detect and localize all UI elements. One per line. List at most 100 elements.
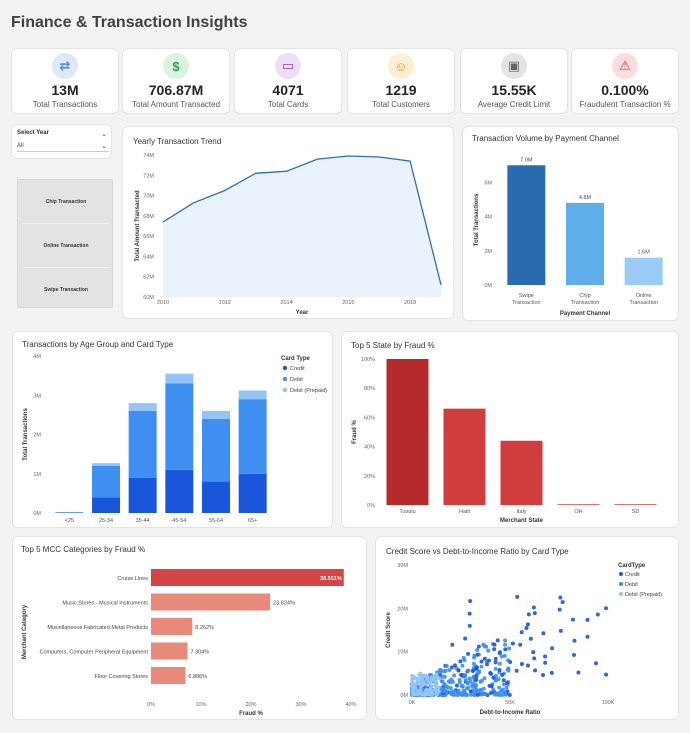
y-tick-label: 74M: [143, 153, 154, 159]
stacked-bar-segment: [202, 418, 230, 482]
payment-channel-button[interactable]: Online Transaction: [22, 224, 110, 268]
scatter-point: [474, 677, 479, 682]
scatter-point: [429, 675, 434, 680]
scatter-point: [410, 689, 415, 693]
x-tick-label: 100K: [602, 700, 615, 706]
scatter-point: [459, 672, 464, 677]
card-icon: ▭: [275, 53, 301, 79]
x-axis-label: Year: [296, 310, 309, 316]
scatter-point: [501, 678, 506, 683]
payment-channel-button[interactable]: Swipe Transaction: [44, 287, 88, 293]
scatter-point: [463, 677, 468, 682]
scatter-point: [460, 663, 465, 668]
scatter-point: [442, 674, 447, 679]
scatter-point: [420, 692, 425, 696]
bar: [500, 440, 543, 505]
scatter-point: [434, 672, 439, 677]
x-tick-label: 2018: [404, 300, 416, 306]
scatter-point: [429, 684, 434, 688]
scatter-point: [507, 646, 512, 651]
kpi-value: 4071: [272, 82, 304, 98]
scatter-point: [531, 605, 536, 610]
y-tick-label: Computers, Computer Peripheral Equipment: [39, 650, 148, 656]
stacked-bar-segment: [165, 373, 194, 384]
scatter-point: [504, 685, 509, 690]
scatter-point: [411, 681, 415, 685]
scatter-point: [492, 642, 497, 647]
scatter-point: [505, 681, 510, 686]
year-slicer-card: Select Year ⌄ All ⌄: [11, 124, 112, 159]
age-group-card: Transactions by Age Group and Card Type 0…: [12, 331, 333, 528]
legend-label: Debit (Prepaid): [625, 592, 662, 598]
data-label: 38.551%: [320, 576, 342, 582]
bar: [624, 257, 663, 285]
scatter-point: [474, 666, 479, 671]
stacked-bar-segment: [202, 481, 230, 513]
data-label: 23.824%: [273, 601, 295, 607]
scatter-point: [593, 661, 598, 666]
stacked-bar-segment: [202, 410, 230, 419]
kpi-label: Total Customers: [372, 100, 430, 109]
stacked-bar-segment: [128, 477, 157, 513]
warning-icon: ⚠: [612, 53, 638, 79]
year-slicer[interactable]: Select Year ⌄: [17, 130, 109, 138]
x-tick-label: Transaction: [512, 300, 541, 306]
scatter-point: [427, 692, 431, 697]
payment-channel-button[interactable]: Chip Transaction: [22, 180, 110, 224]
x-tick-label: 45-54: [172, 518, 186, 524]
scatter-point: [410, 673, 414, 678]
year-slicer-label: Select Year: [17, 130, 49, 136]
y-tick-label: 0M: [484, 283, 492, 289]
chart-title: Top 5 MCC Categories by Fraud %: [21, 545, 145, 554]
scatter-point: [437, 689, 441, 694]
legend-label: Credit: [290, 366, 305, 372]
scatter-point: [495, 691, 500, 696]
scatter-point: [415, 676, 420, 681]
scatter-point: [448, 686, 453, 691]
y-tick-label: Floor Covering Stores: [95, 674, 149, 680]
scatter-point: [571, 653, 576, 658]
scatter-point: [524, 626, 529, 631]
scatter-point: [489, 671, 494, 676]
x-tick-label: Transaction: [571, 300, 600, 306]
kpi-card: ⚠ 0.100% Fraudulent Transaction %: [571, 48, 679, 114]
bar: [386, 359, 429, 505]
y-tick-label: 0M: [400, 693, 408, 699]
bar: [557, 504, 600, 505]
x-axis-label: Fraud %: [239, 711, 263, 717]
x-tick-label: Haiti: [459, 509, 470, 515]
kpi-label: Total Transactions: [32, 100, 98, 109]
scatter-point: [433, 682, 438, 687]
scatter-point: [604, 672, 609, 677]
scatter-point: [519, 630, 524, 635]
users-icon: ☺: [388, 53, 414, 79]
scatter-point: [410, 677, 414, 682]
chevron-down-icon: ⌄: [101, 143, 107, 150]
y-tick-label: 72M: [143, 173, 154, 179]
scatter-point: [466, 651, 471, 656]
scatter-point: [493, 656, 498, 661]
scatter-point: [497, 661, 502, 666]
kpi-card: ⇄ 13M Total Transactions: [11, 48, 119, 114]
scatter-point: [410, 686, 415, 691]
legend-label: Debit: [290, 377, 303, 383]
scatter-point: [477, 669, 482, 674]
stacked-bar-segment: [238, 473, 267, 513]
scatter-point: [479, 692, 484, 697]
scatter-point: [533, 668, 538, 673]
scatter-point: [491, 675, 496, 680]
x-tick-label: 2012: [219, 300, 231, 306]
bar: [443, 408, 486, 505]
scatter-point: [459, 691, 464, 696]
y-tick-label: 66M: [143, 234, 154, 240]
year-dropdown-value: All: [17, 143, 24, 149]
legend-marker: [619, 592, 623, 596]
year-dropdown[interactable]: All ⌄: [17, 143, 109, 152]
x-axis-label: Debt-to-Income Ratio: [480, 710, 541, 716]
channel-card: Transaction Volume by Payment Channel 0M 2…: [462, 126, 679, 321]
scatter-point: [475, 652, 480, 657]
scatter-point: [471, 668, 476, 673]
scatter-point: [484, 662, 489, 667]
scatter-point: [449, 665, 454, 670]
x-tick-label: 2010: [157, 300, 169, 306]
